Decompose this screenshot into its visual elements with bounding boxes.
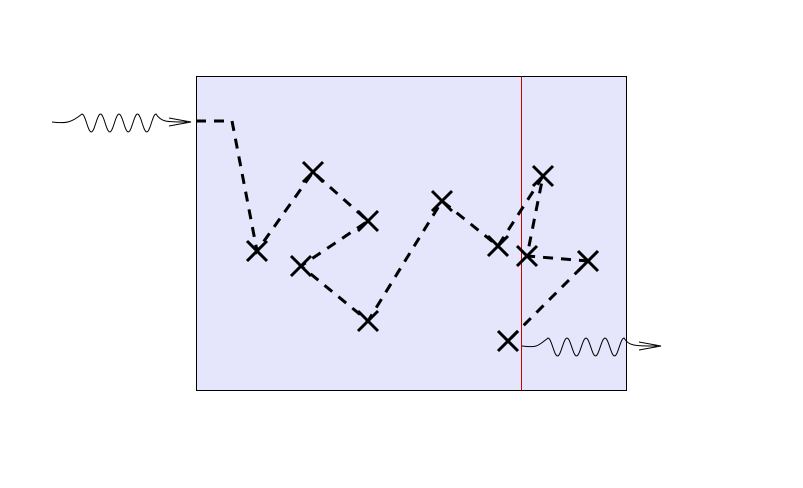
cross-marker-icon bbox=[289, 254, 313, 278]
outgoing-wave-arrow bbox=[521, 337, 658, 357]
cross-marker-icon bbox=[576, 249, 600, 273]
incoming-wave-arrow bbox=[51, 113, 188, 133]
cross-marker-icon bbox=[356, 209, 380, 233]
cross-marker-icon bbox=[486, 234, 510, 258]
cross-marker-icon bbox=[301, 160, 325, 184]
arrowhead-icon bbox=[638, 341, 662, 351]
waves bbox=[51, 113, 662, 357]
arrowhead-icon bbox=[168, 117, 192, 127]
medium-region bbox=[196, 76, 627, 391]
scattering-events bbox=[245, 160, 600, 353]
cross-marker-icon bbox=[356, 309, 380, 333]
cross-marker-icon bbox=[430, 189, 454, 213]
cross-marker-icon bbox=[531, 164, 555, 188]
cross-marker-icon bbox=[515, 244, 539, 268]
cross-marker-icon bbox=[245, 239, 269, 263]
cross-marker-icon bbox=[496, 329, 520, 353]
